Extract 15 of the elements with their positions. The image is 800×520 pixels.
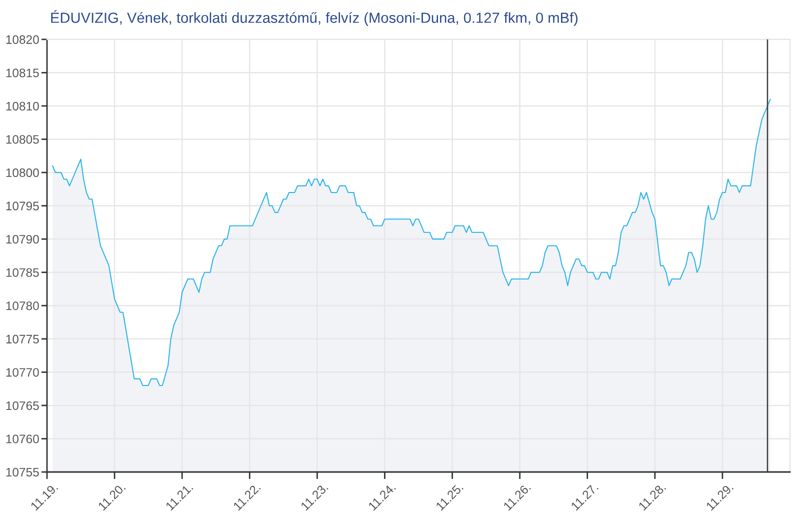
y-tick-label: 10805	[6, 135, 39, 144]
y-tick-label: 10755	[6, 468, 39, 477]
y-tick-label: 10775	[6, 334, 39, 344]
y-tick-label: 10765	[6, 401, 39, 410]
y-tick-label: 10770	[6, 368, 39, 377]
y-tick-label: 10810	[6, 102, 39, 111]
y-tick-label: 10790	[6, 234, 39, 244]
y-tick-label: 10785	[6, 268, 39, 277]
y-tick-label: 10780	[6, 302, 39, 310]
chart-title: ÉDUVIZIG, Vének, torkolati duzzasztómű, felvíz (Mosoni-Duna, 0.127 fkm, 0 mBf)	[51, 10, 578, 26]
y-tick-label: 10800	[6, 168, 39, 178]
y-tick-label: 10815	[6, 68, 39, 78]
y-tick-label: 10760	[6, 434, 39, 444]
y-tick-label: 10795	[6, 202, 39, 210]
y-tick-label: 10820	[6, 35, 39, 44]
